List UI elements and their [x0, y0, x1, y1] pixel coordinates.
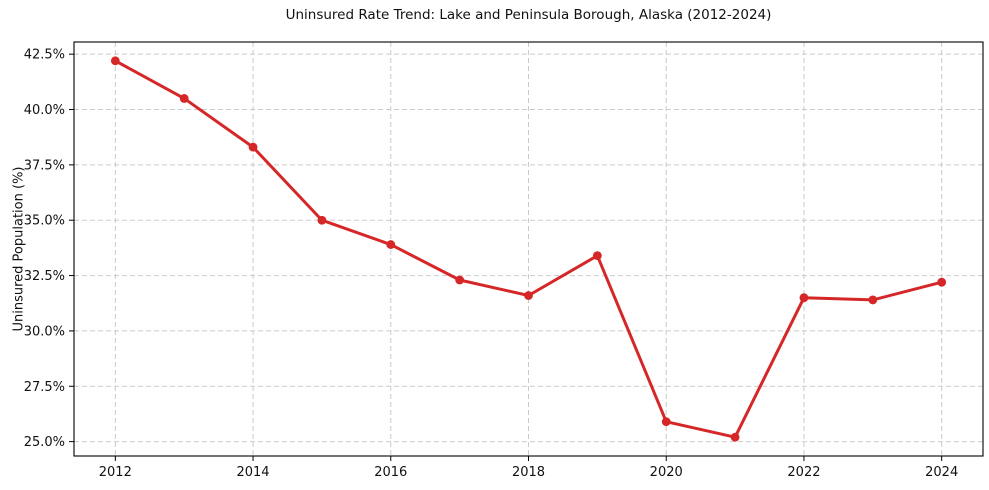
- chart-title: Uninsured Rate Trend: Lake and Peninsula…: [285, 7, 772, 23]
- x-tick-label: 2024: [925, 465, 958, 480]
- y-tick-label: 32.5%: [24, 269, 65, 284]
- plot-frame: [73, 41, 984, 457]
- data-point: [179, 94, 189, 103]
- data-point: [937, 277, 947, 287]
- data-point: [524, 291, 533, 300]
- data-point: [799, 293, 809, 303]
- data-point: [592, 251, 602, 261]
- x-tick-label: 2016: [374, 465, 407, 480]
- data-point: [455, 275, 465, 285]
- y-axis-label: Uninsured Population (%): [11, 166, 27, 332]
- data-point: [730, 432, 740, 442]
- y-tick-label: 27.5%: [24, 380, 65, 395]
- y-tick-label: 25.0%: [24, 435, 65, 450]
- y-tick-label: 42.5%: [24, 48, 65, 63]
- x-tick-label: 2020: [650, 465, 683, 480]
- x-tick-label: 2018: [512, 465, 545, 480]
- x-tick-label: 2012: [99, 465, 132, 480]
- data-point: [868, 295, 878, 305]
- data-point: [661, 417, 671, 427]
- y-tick-label: 37.5%: [24, 158, 65, 173]
- y-tick-label: 30.0%: [24, 324, 65, 339]
- x-tick-label: 2014: [236, 465, 269, 480]
- data-point: [248, 142, 258, 152]
- data-point: [386, 240, 396, 249]
- y-tick-label: 35.0%: [24, 214, 65, 229]
- x-tick-label: 2022: [787, 465, 820, 480]
- y-tick-label: 40.0%: [24, 103, 65, 118]
- data-point: [110, 56, 120, 66]
- data-point: [317, 215, 327, 225]
